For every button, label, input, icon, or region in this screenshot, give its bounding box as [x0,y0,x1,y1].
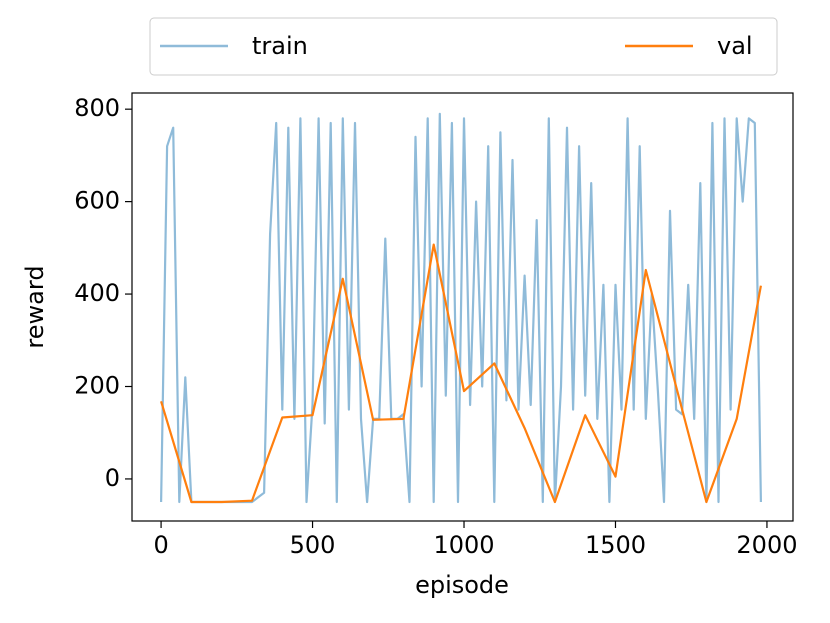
x-tick-label: 0 [153,531,168,559]
x-tick-label: 2000 [736,531,797,559]
legend-box [149,17,778,76]
y-tick-label: 600 [74,187,120,215]
x-tick-label: 500 [290,531,336,559]
x-tick-label: 1500 [585,531,646,559]
series-line [160,243,762,504]
x-axis-label: episode [415,571,509,599]
legend-label: train [252,32,308,60]
y-tick-label: 800 [74,94,120,122]
x-tick-label: 1000 [433,531,494,559]
y-tick-label: 400 [74,279,120,307]
plot-frame [131,92,794,522]
y-tick-label: 0 [105,464,120,492]
y-tick-label: 200 [74,371,120,399]
y-axis-label: reward [21,265,49,348]
legend-label: val [717,32,753,60]
series-line [160,112,762,504]
